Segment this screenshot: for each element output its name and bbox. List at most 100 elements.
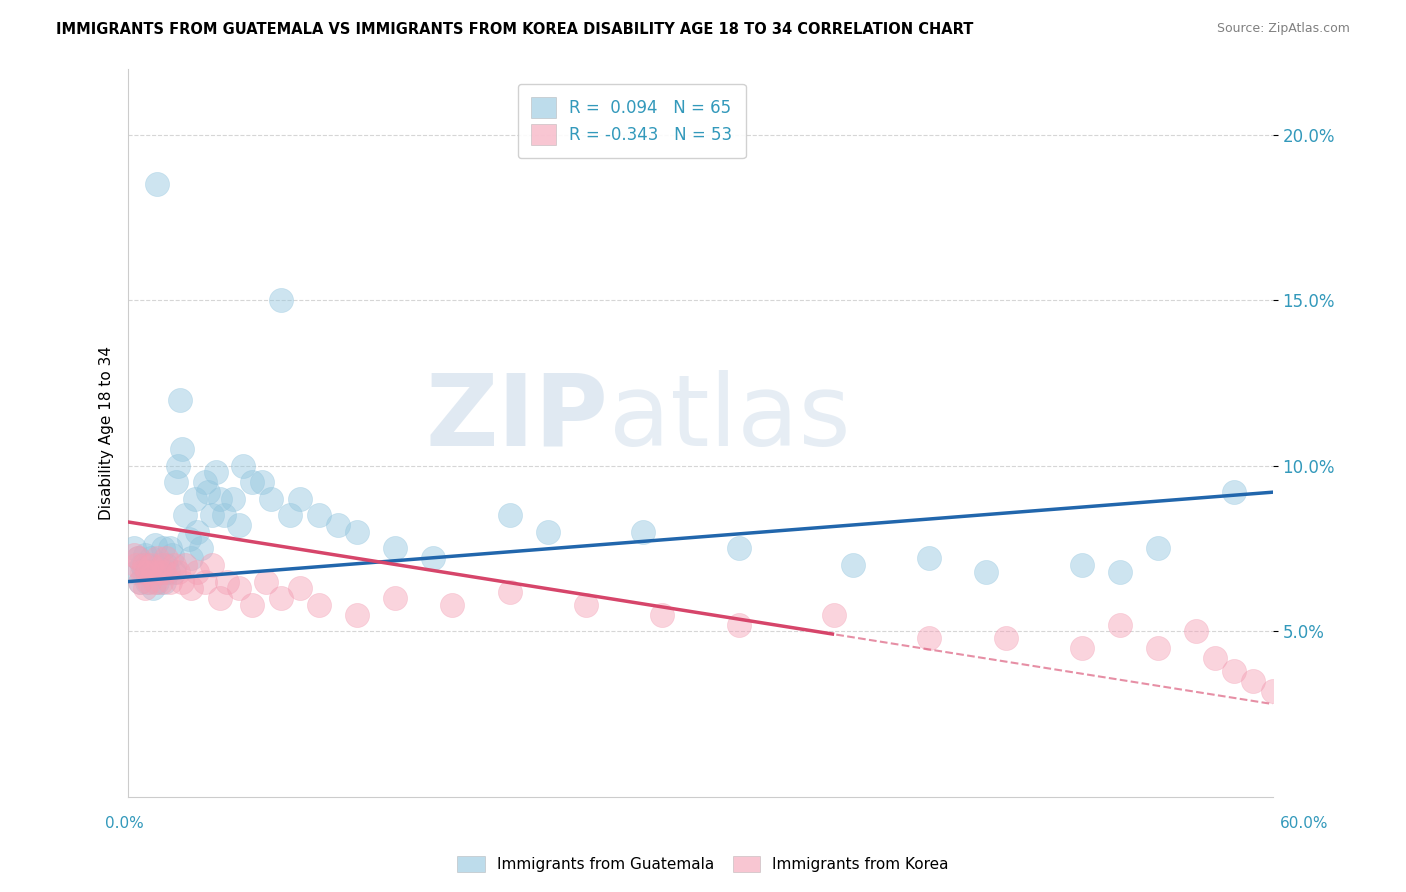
- Point: [918, 631, 941, 645]
- Point: [976, 565, 998, 579]
- Point: [727, 541, 749, 556]
- Point: [127, 551, 149, 566]
- Point: [166, 458, 188, 473]
- Point: [842, 558, 865, 572]
- Point: [1223, 664, 1246, 678]
- Point: [1223, 485, 1246, 500]
- Y-axis label: Disability Age 18 to 34: Disability Age 18 to 34: [100, 345, 114, 520]
- Point: [1185, 624, 1208, 639]
- Point: [1070, 640, 1092, 655]
- Point: [180, 581, 202, 595]
- Point: [186, 524, 208, 539]
- Point: [1109, 617, 1132, 632]
- Point: [228, 581, 250, 595]
- Point: [499, 584, 522, 599]
- Point: [280, 508, 302, 523]
- Text: IMMIGRANTS FROM GUATEMALA VS IMMIGRANTS FROM KOREA DISABILITY AGE 18 TO 34 CORRE: IMMIGRANTS FROM GUATEMALA VS IMMIGRANTS …: [56, 22, 973, 37]
- Point: [125, 565, 148, 579]
- Point: [1243, 673, 1265, 688]
- Point: [240, 475, 263, 490]
- Point: [163, 565, 186, 579]
- Point: [575, 598, 598, 612]
- Point: [157, 565, 180, 579]
- Point: [499, 508, 522, 523]
- Point: [651, 607, 673, 622]
- Point: [149, 574, 172, 589]
- Point: [155, 551, 177, 566]
- Point: [384, 591, 406, 606]
- Point: [537, 524, 560, 539]
- Point: [148, 558, 170, 572]
- Point: [823, 607, 845, 622]
- Point: [170, 442, 193, 457]
- Text: Source: ZipAtlas.com: Source: ZipAtlas.com: [1216, 22, 1350, 36]
- Point: [122, 541, 145, 556]
- Point: [422, 551, 444, 566]
- Text: 60.0%: 60.0%: [1281, 816, 1329, 831]
- Point: [1261, 683, 1284, 698]
- Point: [232, 458, 254, 473]
- Point: [160, 548, 183, 562]
- Point: [139, 551, 162, 566]
- Point: [441, 598, 464, 612]
- Point: [190, 541, 212, 556]
- Point: [228, 518, 250, 533]
- Point: [143, 538, 166, 552]
- Point: [131, 558, 153, 572]
- Point: [240, 598, 263, 612]
- Point: [288, 491, 311, 506]
- Point: [201, 558, 224, 572]
- Point: [136, 574, 159, 589]
- Point: [166, 565, 188, 579]
- Point: [260, 491, 283, 506]
- Point: [142, 565, 165, 579]
- Point: [193, 574, 215, 589]
- Point: [134, 548, 156, 562]
- Point: [270, 293, 292, 308]
- Point: [186, 565, 208, 579]
- Point: [208, 591, 231, 606]
- Point: [346, 607, 368, 622]
- Point: [148, 565, 170, 579]
- Point: [136, 565, 159, 579]
- Point: [132, 558, 155, 572]
- Point: [918, 551, 941, 566]
- Point: [131, 565, 153, 579]
- Point: [159, 541, 181, 556]
- Point: [153, 574, 176, 589]
- Point: [159, 574, 181, 589]
- Point: [994, 631, 1017, 645]
- Legend: R =  0.094   N = 65, R = -0.343   N = 53: R = 0.094 N = 65, R = -0.343 N = 53: [517, 84, 745, 158]
- Point: [152, 558, 174, 572]
- Point: [143, 574, 166, 589]
- Text: 0.0%: 0.0%: [105, 816, 145, 831]
- Point: [149, 565, 172, 579]
- Point: [138, 565, 160, 579]
- Point: [132, 565, 155, 579]
- Text: ZIP: ZIP: [426, 369, 609, 467]
- Point: [138, 574, 160, 589]
- Point: [153, 565, 176, 579]
- Point: [193, 475, 215, 490]
- Point: [180, 551, 202, 566]
- Point: [288, 581, 311, 595]
- Point: [122, 548, 145, 562]
- Point: [184, 491, 207, 506]
- Point: [163, 558, 186, 572]
- Point: [384, 541, 406, 556]
- Point: [308, 508, 330, 523]
- Point: [127, 551, 149, 566]
- Point: [174, 508, 197, 523]
- Point: [155, 558, 177, 572]
- Legend: Immigrants from Guatemala, Immigrants from Korea: Immigrants from Guatemala, Immigrants fr…: [450, 848, 956, 880]
- Point: [125, 558, 148, 572]
- Point: [1070, 558, 1092, 572]
- Point: [165, 475, 187, 490]
- Point: [134, 581, 156, 595]
- Point: [326, 518, 349, 533]
- Point: [254, 574, 277, 589]
- Point: [136, 558, 159, 572]
- Point: [146, 551, 169, 566]
- Point: [1109, 565, 1132, 579]
- Point: [139, 558, 162, 572]
